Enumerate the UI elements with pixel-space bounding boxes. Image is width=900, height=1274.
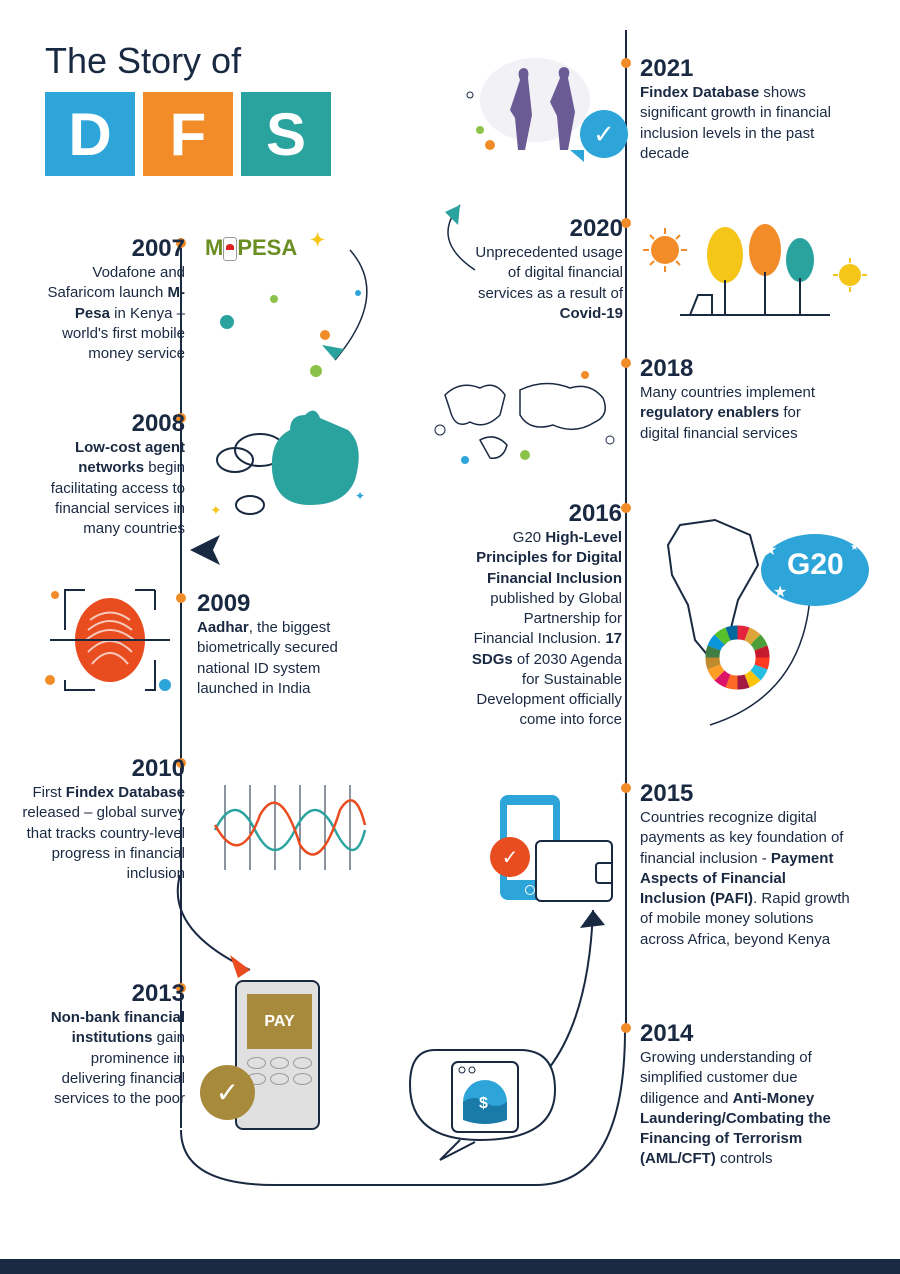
event-desc: Countries recognize digital payments as … bbox=[640, 808, 855, 950]
fingerprint-icon bbox=[40, 570, 180, 710]
svg-text:✦: ✦ bbox=[355, 489, 365, 503]
timeline-dot bbox=[621, 783, 631, 793]
event-2015: 2015 Countries recognize digital payment… bbox=[640, 780, 855, 950]
event-desc: Growing understanding of simplified cust… bbox=[640, 1048, 855, 1170]
world-map-icon bbox=[425, 360, 625, 480]
wave-chart-icon bbox=[205, 775, 375, 885]
arrow-2010-icon bbox=[160, 870, 300, 990]
event-desc: Findex Database shows significant growth… bbox=[640, 83, 855, 164]
timeline-dot bbox=[621, 1023, 631, 1033]
event-desc: Low-cost agent networks begin facilitati… bbox=[30, 438, 185, 539]
event-year: 2021 bbox=[640, 55, 855, 83]
money-laundering-icon: $ bbox=[400, 1030, 570, 1170]
event-2007: 2007 Vodafone and Safaricom launch M-Pes… bbox=[30, 235, 185, 364]
event-2018: 2018 Many countries implement regulatory… bbox=[640, 355, 825, 444]
event-2016: 2016 G20 High-Level Principles for Digit… bbox=[460, 500, 622, 731]
footer-bar bbox=[0, 1259, 900, 1274]
pay-phone-icon: PAY ✓ bbox=[235, 980, 320, 1130]
event-year: 2020 bbox=[468, 215, 623, 243]
event-2009: 2009 Aadhar, the biggest biometrically s… bbox=[197, 590, 372, 699]
timeline-dot bbox=[621, 503, 631, 513]
event-desc: Unprecedented usage of digital financial… bbox=[468, 243, 623, 324]
phone-wallet-icon: ✓ bbox=[500, 795, 560, 900]
event-desc: Vodafone and Safaricom launch M-Pesa in … bbox=[30, 263, 185, 364]
event-year: 2014 bbox=[640, 1020, 855, 1048]
title-block: The Story of D F S bbox=[45, 40, 331, 176]
check-badge-2021-icon: ✓ bbox=[580, 110, 628, 158]
event-year: 2007 bbox=[30, 235, 185, 263]
money-bag-icon: ✦ ✦ bbox=[200, 400, 370, 520]
event-year: 2009 bbox=[197, 590, 372, 618]
event-desc: Non-bank financial institutions gain pro… bbox=[30, 1008, 185, 1109]
event-desc: Aadhar, the biggest biometrically secure… bbox=[197, 618, 372, 699]
covid-scene-icon bbox=[640, 220, 870, 330]
event-desc: Many countries implement regulatory enab… bbox=[640, 383, 825, 444]
mpesa-logo-icon: MPESA ✦ bbox=[205, 235, 297, 261]
dfs-letter-f: F bbox=[143, 92, 233, 176]
event-2013: 2013 Non-bank financial institutions gai… bbox=[30, 980, 185, 1109]
event-2010: 2010 First Findex Database released – gl… bbox=[15, 755, 185, 884]
event-year: 2008 bbox=[30, 410, 185, 438]
dfs-letter-d: D bbox=[45, 92, 135, 176]
event-2021: 2021 Findex Database shows significant g… bbox=[640, 55, 855, 164]
event-2014: 2014 Growing understanding of simplified… bbox=[640, 1020, 855, 1170]
svg-text:$: $ bbox=[479, 1095, 488, 1112]
event-2020: 2020 Unprecedented usage of digital fina… bbox=[468, 215, 623, 324]
event-year: 2013 bbox=[30, 980, 185, 1008]
event-year: 2018 bbox=[640, 355, 825, 383]
sdg-wheel-icon bbox=[700, 620, 775, 695]
event-year: 2015 bbox=[640, 780, 855, 808]
svg-text:✦: ✦ bbox=[210, 502, 222, 518]
event-year: 2016 bbox=[460, 500, 622, 528]
timeline-line-right bbox=[625, 30, 627, 1030]
arrow-2008-icon bbox=[185, 530, 235, 570]
title-intro: The Story of bbox=[45, 40, 331, 82]
dfs-letters-row: D F S bbox=[45, 92, 331, 176]
arrow-2007-icon bbox=[300, 245, 400, 375]
dfs-letter-s: S bbox=[241, 92, 331, 176]
event-desc: First Findex Database released – global … bbox=[15, 783, 185, 884]
event-desc: G20 High-Level Principles for Digital Fi… bbox=[460, 528, 622, 731]
event-year: 2010 bbox=[15, 755, 185, 783]
event-2008: 2008 Low-cost agent networks begin facil… bbox=[30, 410, 185, 539]
